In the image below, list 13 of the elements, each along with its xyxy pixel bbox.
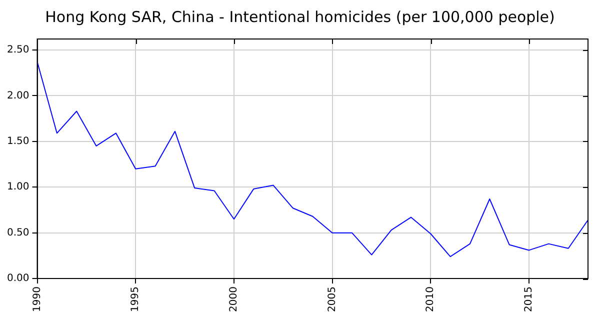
x-tick-label: 2010 [425,286,436,312]
x-tick-label: 1995 [130,286,142,312]
y-tick-label: 2.00 [7,90,30,102]
x-tick-label: 2015 [524,286,535,312]
chart-title: Hong Kong SAR, China - Intentional homicides (per 100,000 people) [44,7,556,28]
y-tick-label: 0.50 [7,227,30,238]
y-tick-label: 0.00 [7,273,30,284]
x-tick-label: 2000 [228,286,240,312]
y-tick-label: 1.00 [7,182,30,193]
x-tick-label: 1990 [32,286,43,312]
y-tick-label: 1.50 [7,136,30,147]
x-tick-label: 2005 [326,286,338,312]
y-tick-label: 2.50 [7,44,30,56]
